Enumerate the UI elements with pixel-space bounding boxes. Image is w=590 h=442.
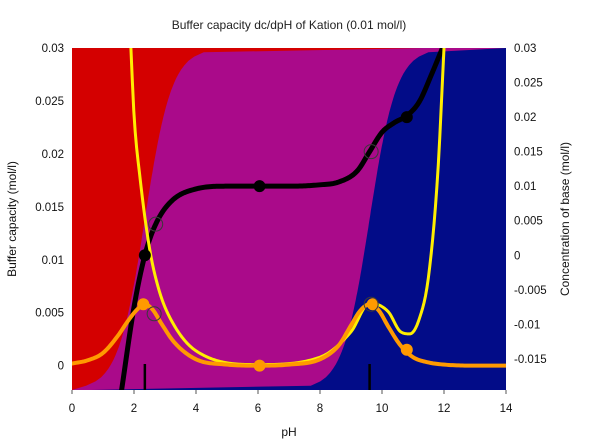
y2-tick-label: 0.005 [514, 216, 543, 228]
x-axis-label: pH [281, 425, 296, 439]
series-titration [119, 48, 445, 390]
y-tick-label: 0.02 [42, 149, 64, 161]
y2-tick-label: 0.02 [514, 112, 536, 124]
y2-tick-label: -0.01 [514, 319, 540, 331]
y-tick-label: 0.005 [35, 308, 64, 320]
point-filled [400, 343, 413, 356]
y2-tick-label: 0.015 [514, 147, 543, 159]
y-tick-label: 0 [58, 361, 64, 373]
region-anion [90, 48, 506, 390]
point-filled [138, 249, 151, 262]
axes: 0 2 4 6 8 10 12 14 0 0.005 0.01 0.015 0.02 0.025 0.03 -… [35, 43, 546, 415]
x-tick-label: 12 [438, 403, 451, 415]
point-filled [253, 359, 266, 372]
y2-tick-label: 0.03 [514, 43, 536, 55]
x-tick-label: 10 [376, 403, 389, 415]
y2-tick-label: -0.015 [514, 354, 547, 366]
y-axis-label: Buffer capacity (mol/l) [5, 161, 19, 277]
y2-tick-label: 0 [514, 250, 520, 262]
point-open [363, 296, 379, 312]
y-tick-label: 0.025 [35, 96, 64, 108]
points-layer [137, 111, 413, 372]
x-tick-label: 0 [69, 403, 75, 415]
x-tick-label: 6 [255, 403, 261, 415]
point-filled [400, 111, 413, 124]
x-tick-label: 2 [131, 403, 137, 415]
y-tick-label: 0.01 [42, 255, 64, 267]
point-open [363, 144, 379, 160]
y2-tick-label: 0.01 [514, 181, 536, 193]
x-tick-label: 14 [500, 403, 513, 415]
y2-axis-label: Concentration of base (mol/l) [558, 142, 572, 296]
chart-title: Buffer capacity dc/dpH of Kation (0.01 m… [172, 18, 407, 32]
point-open [146, 306, 162, 322]
point-open [148, 216, 164, 232]
x-tick-label: 8 [317, 403, 323, 415]
y2-tick-label: -0.005 [514, 285, 547, 297]
x-tick-label: 4 [193, 403, 200, 415]
y-tick-label: 0.015 [35, 202, 64, 214]
series-layer [72, 48, 506, 390]
y-tick-label: 0.03 [42, 43, 64, 55]
point-filled [253, 180, 266, 193]
point-filled [137, 298, 150, 311]
y2-tick-label: 0.025 [514, 78, 543, 90]
